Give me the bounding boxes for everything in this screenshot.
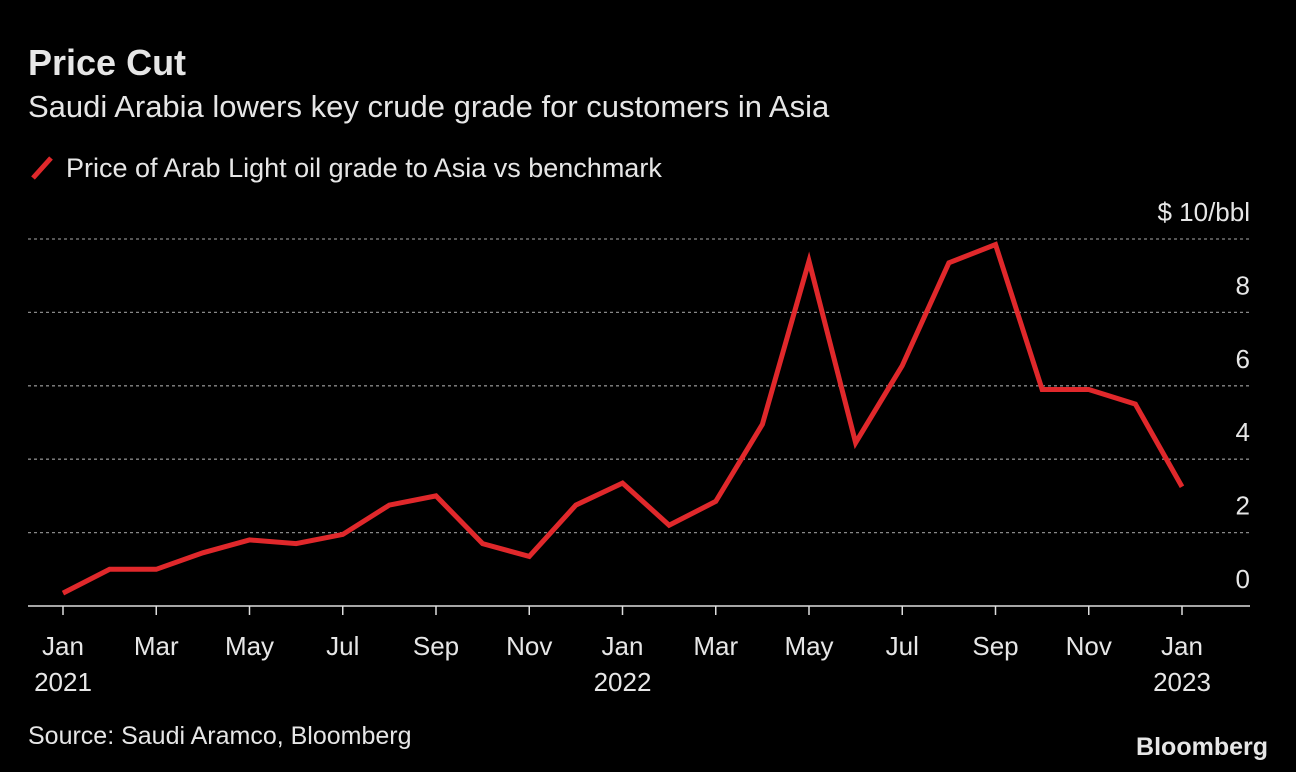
legend-swatch [31,156,53,180]
y-tick-label: 0 [1236,564,1250,594]
data-line [61,241,1185,596]
x-tick-label: May [784,631,833,661]
x-tick-label: Jan [42,631,84,661]
chart-title: Price Cut [28,42,186,83]
x-year-label: 2023 [1153,667,1211,697]
y-tick-label: 6 [1236,344,1250,374]
x-tick-label: Nov [506,631,552,661]
x-tick-label: Jul [326,631,359,661]
source-note: Source: Saudi Aramco, Bloomberg [28,722,412,750]
x-tick-label: Mar [134,631,179,661]
x-tick-label: Jul [886,631,919,661]
legend-label: Price of Arab Light oil grade to Asia vs… [66,153,662,183]
x-tick-label: Jan [602,631,644,661]
chart-subtitle: Saudi Arabia lowers key crude grade for … [28,89,830,124]
y-tick-label: $ 10/bbl [1157,197,1250,227]
y-tick-label: 4 [1236,417,1250,447]
x-year-label: 2021 [34,667,92,697]
y-tick-label: 8 [1236,270,1250,300]
x-tick-label: May [225,631,274,661]
x-tick-label: Jan [1161,631,1203,661]
x-tick-label: Nov [1066,631,1112,661]
x-tick-label: Sep [413,631,459,661]
brand-logo: Bloomberg [1136,733,1268,761]
x-year-label: 2022 [594,667,652,697]
y-tick-label: 2 [1236,491,1250,521]
x-tick-label: Mar [693,631,738,661]
x-tick-label: Sep [972,631,1018,661]
